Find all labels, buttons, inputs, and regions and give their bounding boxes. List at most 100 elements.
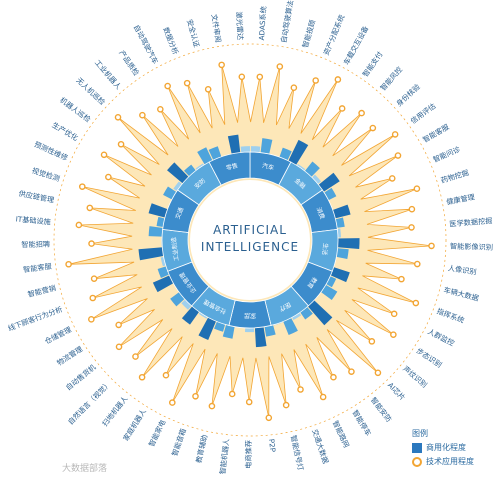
- outer-label: 产品质检: [117, 49, 141, 78]
- tech-dot: [208, 402, 216, 410]
- legend-tech-label: 技术应用程度: [426, 457, 474, 466]
- outer-label: 智能风控: [378, 65, 404, 93]
- outer-label: 生产优化: [50, 120, 79, 142]
- tech-dot: [413, 185, 421, 192]
- tech-dot: [394, 152, 402, 159]
- tech-dot: [89, 294, 97, 302]
- outer-label: 智能信号灯: [289, 434, 305, 471]
- outer-label: 智能家电: [147, 418, 168, 448]
- tech-dot: [114, 114, 122, 121]
- outer-label: 声纹识别: [401, 364, 429, 389]
- tech-dot: [204, 85, 212, 93]
- tech-dot: [412, 299, 420, 307]
- outer-label: 数据分析: [161, 26, 180, 56]
- outer-label: 医学数据挖掘: [449, 216, 493, 228]
- tech-dot: [390, 331, 397, 338]
- outer-label: 视觉检测: [31, 166, 61, 183]
- outer-label: 智能客服: [421, 122, 450, 144]
- outer-label: 智能停车: [350, 408, 373, 437]
- outer-label: 身份核验: [394, 82, 421, 108]
- tech-dot: [428, 242, 435, 250]
- outer-label: 智能支付: [361, 50, 385, 79]
- sector-label: 汽车: [261, 161, 275, 172]
- tech-dot: [408, 224, 415, 231]
- outer-label: 交通大数据: [310, 428, 330, 465]
- outer-label: 自动驾驶算法: [279, 0, 295, 44]
- outer-label: 智能音箱: [170, 427, 188, 457]
- outer-label: 资产分配系统: [322, 13, 347, 56]
- tech-dot: [90, 275, 98, 282]
- tech-dot: [117, 140, 125, 148]
- tech-dot: [319, 393, 327, 401]
- outer-label: 无人机巡检: [74, 76, 106, 107]
- tech-dot: [276, 63, 284, 70]
- outer-label: 仓储管理: [43, 325, 73, 346]
- outer-dashed-ring: [53, 43, 447, 437]
- orange-circle-icon: [412, 456, 422, 467]
- outer-label: 扫地机器人: [100, 394, 129, 428]
- outer-label: 自动驾驶汽车: [132, 23, 160, 65]
- tech-dot: [105, 173, 112, 181]
- legend: 图例 商用化程度 技术应用程度: [412, 428, 474, 467]
- outer-label: 供应链管理: [18, 189, 55, 205]
- outer-label: 预测性维修: [33, 140, 70, 163]
- tech-dot: [115, 321, 122, 329]
- tech-dot: [334, 76, 342, 83]
- tech-dot: [391, 131, 399, 138]
- sector-segment: [208, 151, 251, 186]
- tech-dot: [348, 368, 355, 375]
- tech-dot: [290, 84, 298, 91]
- sector-label: 家居: [244, 312, 256, 320]
- legend-tech: 技术应用程度: [412, 456, 474, 467]
- tech-dot: [100, 151, 108, 159]
- outer-label: P2P: [267, 438, 277, 453]
- outer-label: 车辆大数据: [443, 285, 480, 303]
- outer-label: 教育辅助: [194, 434, 209, 464]
- outer-label: 药物挖掘: [440, 168, 470, 185]
- tech-dot: [88, 240, 95, 247]
- tech-dot: [168, 399, 176, 406]
- tech-dot: [369, 124, 377, 132]
- sector-label: 交通: [174, 206, 186, 220]
- legend-commercial: 商用化程度: [412, 442, 474, 453]
- outer-label: 电商推荐: [244, 440, 253, 469]
- outer-label: 指挥系统: [436, 306, 466, 325]
- blue-swatch-icon: [412, 442, 422, 453]
- tech-dot: [408, 205, 416, 213]
- center-circle: [190, 180, 310, 300]
- outer-label: 人像识别: [447, 263, 477, 276]
- tech-dot: [256, 73, 264, 81]
- outer-label: 智能影像识别: [450, 241, 493, 251]
- tech-dot: [358, 109, 365, 117]
- tech-dot: [218, 61, 225, 69]
- tech-dot: [65, 260, 72, 268]
- outer-label: 健康管理: [446, 192, 476, 206]
- legend-commercial-label: 商用化程度: [426, 443, 466, 452]
- tech-dot: [157, 106, 164, 113]
- tech-dot: [374, 369, 382, 377]
- legend-title: 图例: [412, 429, 428, 438]
- tech-dot: [78, 183, 86, 190]
- tech-dot: [88, 316, 95, 323]
- outer-label: 智能投顾: [301, 19, 318, 49]
- outer-label: 智能安防: [369, 395, 394, 423]
- tech-dot: [413, 260, 421, 268]
- tech-dot: [330, 373, 337, 381]
- outer-label: 智能客服: [23, 262, 53, 275]
- center-title-line2: INTELLIGENCE: [201, 240, 299, 254]
- tech-dot: [398, 275, 405, 283]
- tech-dot: [164, 82, 171, 90]
- outer-label: AI芯片: [386, 381, 407, 403]
- outer-label: 智能机器人: [218, 438, 231, 475]
- outer-label: IT基础设施: [15, 214, 51, 226]
- watermark: 大数据部落: [62, 464, 108, 474]
- outer-label: 安全认证: [185, 18, 201, 48]
- center-title-line1: ARTIFICIAL: [213, 223, 287, 237]
- outer-label: 人群监控: [426, 327, 456, 348]
- tech-dot: [132, 353, 139, 360]
- tech-dot: [390, 310, 398, 318]
- tech-dot: [238, 73, 246, 81]
- outer-label: 机器人巡检: [58, 95, 92, 124]
- outer-label: 信用评估: [409, 101, 438, 125]
